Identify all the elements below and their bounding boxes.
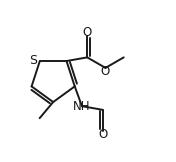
- Text: S: S: [29, 54, 37, 67]
- Text: O: O: [101, 65, 110, 78]
- Text: O: O: [83, 26, 92, 39]
- Text: NH: NH: [73, 100, 91, 113]
- Text: O: O: [98, 128, 107, 141]
